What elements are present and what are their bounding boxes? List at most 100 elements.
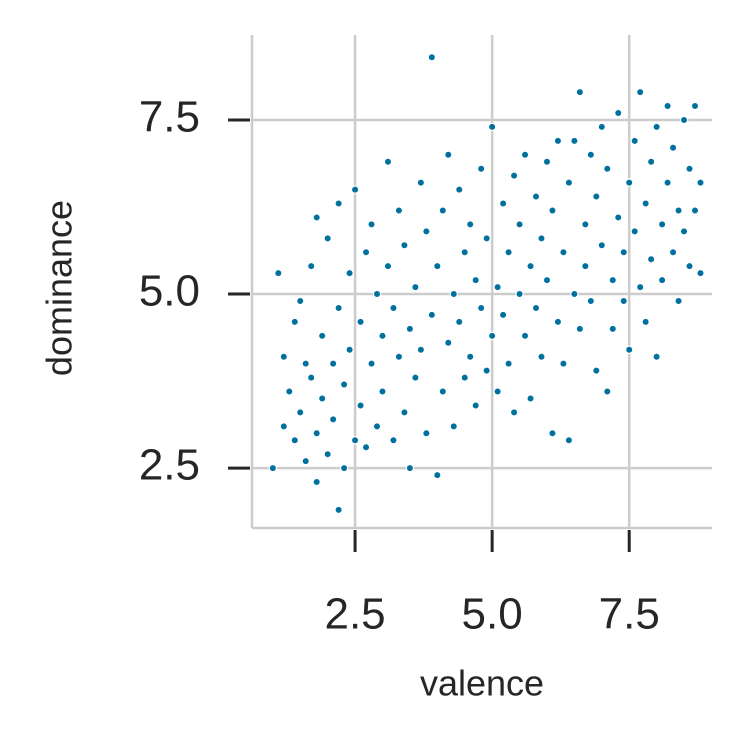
point (383, 157, 393, 166)
point (526, 394, 535, 403)
point (476, 303, 486, 313)
point (696, 178, 705, 187)
point (389, 303, 398, 313)
point (312, 213, 321, 222)
point (400, 408, 409, 417)
point (597, 241, 606, 250)
point (553, 136, 563, 146)
point (646, 157, 656, 166)
point (317, 331, 327, 341)
point (438, 206, 447, 215)
point (339, 380, 349, 389)
x-tick-label: 5.0 (462, 590, 523, 639)
point (427, 310, 437, 320)
point (416, 178, 426, 187)
point (614, 213, 623, 222)
point (570, 136, 579, 146)
point (509, 408, 519, 417)
point (268, 463, 278, 473)
point (487, 122, 497, 132)
point (422, 227, 431, 236)
point (537, 234, 546, 243)
point (674, 206, 683, 215)
point (553, 317, 563, 327)
point (444, 338, 453, 347)
point (652, 122, 661, 132)
point (696, 268, 705, 278)
point (345, 268, 354, 278)
point (433, 261, 442, 271)
point (372, 422, 382, 431)
point (531, 303, 541, 313)
point (433, 470, 442, 480)
point (334, 505, 343, 515)
point (361, 248, 371, 257)
point (323, 234, 332, 243)
point (334, 303, 343, 313)
point (592, 192, 601, 201)
point (487, 331, 497, 341)
point (548, 206, 557, 215)
point (367, 220, 376, 229)
point (455, 185, 464, 194)
point (493, 387, 502, 396)
y-tick-label: 7.5 (139, 93, 200, 142)
point (498, 199, 508, 208)
point (531, 192, 541, 201)
point (559, 359, 568, 368)
x-tick-label: 2.5 (324, 590, 385, 639)
point (592, 366, 601, 375)
point (416, 345, 426, 354)
point (520, 150, 530, 159)
point (389, 436, 398, 445)
point (679, 115, 689, 125)
point (290, 436, 299, 445)
point (312, 477, 321, 487)
point (328, 415, 338, 424)
point (285, 387, 294, 396)
point (668, 248, 678, 257)
point (471, 401, 480, 410)
point (334, 199, 343, 208)
point (625, 178, 634, 187)
point (603, 387, 612, 396)
point (685, 261, 694, 271)
point (504, 248, 513, 257)
point (301, 456, 310, 466)
point (646, 255, 656, 264)
point (663, 101, 672, 111)
point (323, 449, 332, 459)
point (520, 331, 530, 341)
point (526, 261, 535, 271)
point (542, 275, 552, 285)
point (422, 429, 431, 438)
point (619, 248, 628, 257)
point (570, 289, 579, 299)
point (378, 387, 387, 396)
point (657, 275, 667, 285)
point (394, 352, 404, 361)
point (361, 443, 371, 452)
point (383, 261, 393, 271)
point (575, 87, 585, 97)
point (405, 463, 415, 473)
point (597, 122, 606, 132)
point (339, 463, 349, 473)
point (663, 178, 672, 187)
point (625, 345, 634, 354)
point (356, 317, 365, 327)
point (378, 331, 387, 341)
point (296, 296, 305, 306)
point (679, 227, 689, 236)
point (619, 296, 628, 306)
point (345, 345, 354, 354)
point (581, 220, 590, 229)
point (630, 227, 639, 236)
point (586, 296, 596, 306)
point (279, 422, 288, 431)
point (614, 108, 623, 118)
point (608, 275, 617, 285)
point (449, 289, 458, 299)
point (674, 296, 683, 306)
